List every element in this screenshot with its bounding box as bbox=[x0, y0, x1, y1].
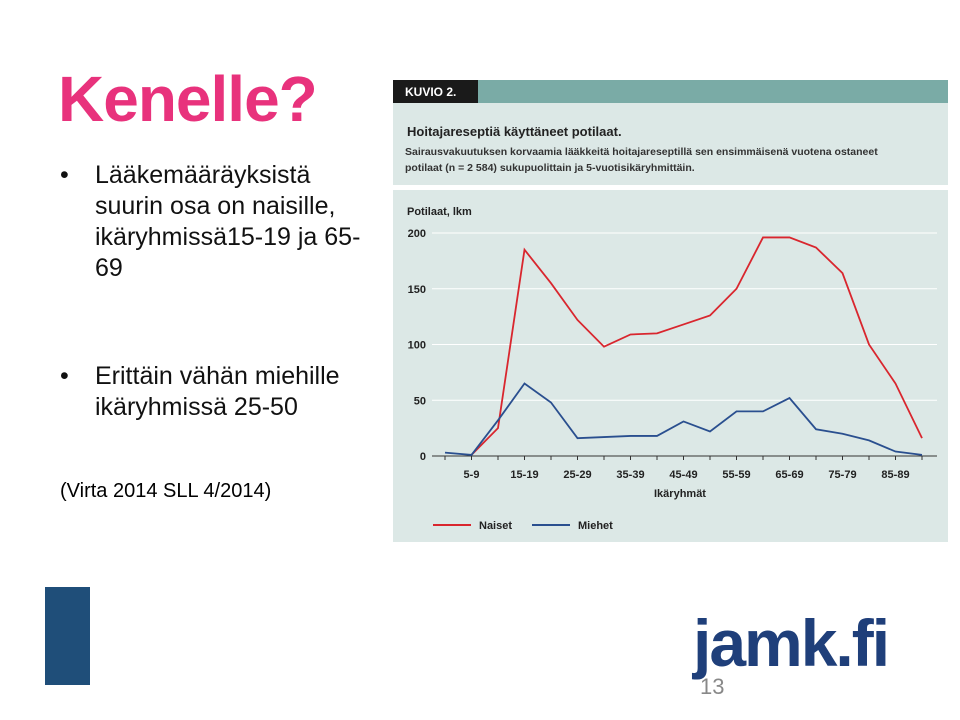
figure-header bbox=[478, 80, 948, 103]
y-tick-label: 150 bbox=[408, 284, 426, 296]
logo: jamk.fi bbox=[693, 606, 890, 680]
page-number: 13 bbox=[700, 674, 725, 699]
slide-title: Kenelle? bbox=[58, 63, 318, 135]
y-axis-label: Potilaat, lkm bbox=[407, 206, 472, 218]
legend-label: Naiset bbox=[479, 520, 512, 532]
figure-label-bg bbox=[393, 80, 478, 103]
bullet: Erittäin vähän miehille ikäryhmissä 25-5… bbox=[60, 361, 380, 423]
x-tick-label: 65-69 bbox=[775, 469, 803, 481]
x-tick-label: 75-79 bbox=[828, 469, 856, 481]
x-tick-label: 45-49 bbox=[669, 469, 697, 481]
y-tick-label: 200 bbox=[408, 228, 426, 240]
x-tick-label: 15-19 bbox=[510, 469, 538, 481]
x-tick-label: 85-89 bbox=[881, 469, 909, 481]
y-tick-label: 100 bbox=[408, 340, 426, 352]
bullet: Lääkemääräyksistä suurin osa on naisille… bbox=[60, 160, 380, 284]
citation: (Virta 2014 SLL 4/2014) bbox=[60, 480, 272, 502]
figure-bg bbox=[393, 80, 948, 542]
legend-label: Miehet bbox=[578, 520, 613, 532]
x-tick-label: 5-9 bbox=[464, 469, 480, 481]
decor-bar bbox=[45, 587, 90, 685]
chart-title: Hoitajareseptiä käyttäneet potilaat. bbox=[407, 124, 622, 139]
separator bbox=[393, 185, 948, 190]
x-tick-label: 35-39 bbox=[616, 469, 644, 481]
series-line bbox=[470, 236, 923, 456]
chart-subtitle: Sairausvakuutuksen korvaamia lääkkeitä h… bbox=[405, 146, 878, 174]
x-tick-label: 25-29 bbox=[563, 469, 591, 481]
subtitle-box: Sairausvakuutuksen korvaamia lääkkeitä h… bbox=[405, 146, 878, 174]
figure-label: KUVIO 2. bbox=[405, 85, 456, 99]
y-tick-label: 0 bbox=[420, 451, 426, 463]
x-tick-label: 55-59 bbox=[722, 469, 750, 481]
x-axis-label: Ikäryhmät bbox=[654, 488, 706, 500]
y-tick-label: 50 bbox=[414, 395, 426, 407]
series-line bbox=[444, 382, 923, 456]
